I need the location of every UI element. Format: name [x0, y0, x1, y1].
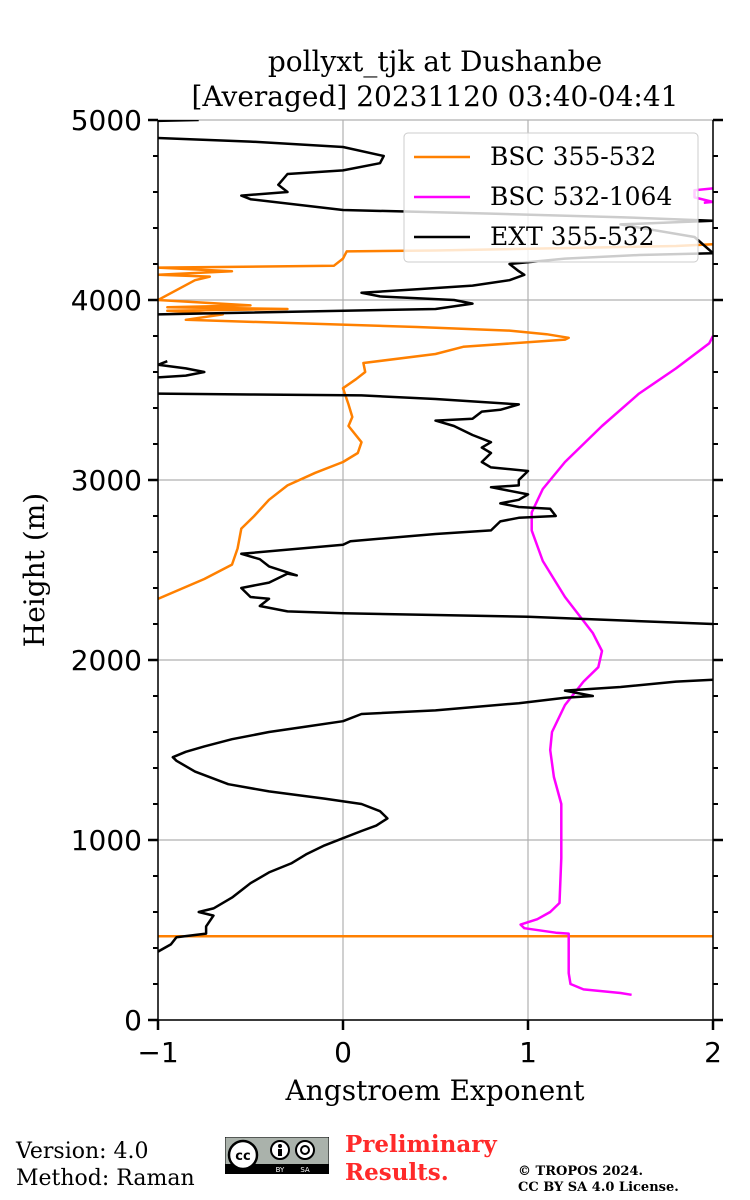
x-axis-label: Angstroem Exponent: [285, 1074, 586, 1107]
copyright-line-2: CC BY SA 4.0 License.: [518, 1180, 679, 1195]
y-tick-label: 5000: [71, 104, 142, 137]
by-text: BY: [276, 1166, 285, 1174]
y-tick-label: 2000: [71, 644, 142, 677]
version-info: Version: 4.0 Method: Raman: [16, 1138, 195, 1192]
legend-frame: [403, 132, 699, 263]
legend-label-bsc-532-1064: BSC 532-1064: [490, 182, 672, 211]
y-tick-label: 1000: [71, 824, 142, 857]
series-bsc-532-1064: [519, 335, 713, 997]
x-tick-label: 0: [334, 1036, 352, 1069]
legend: BSC 355-532 BSC 532-1064 EXT 355-532: [403, 132, 699, 263]
x-tick-label: 1: [519, 1036, 537, 1069]
legend-label-ext-355-532: EXT 355-532: [490, 222, 655, 251]
legend-label-bsc-355-532: BSC 355-532: [490, 142, 656, 171]
series-ext-355-532-mid: [158, 392, 713, 626]
cc-icon-text: cc: [235, 1149, 250, 1164]
x-tick-label: −1: [137, 1036, 178, 1069]
sa-text: SA: [300, 1166, 310, 1174]
y-tick-label: 3000: [71, 464, 142, 497]
series-bsc-355-532: [158, 242, 713, 600]
series-ext-355-532-cap: [158, 120, 199, 123]
chart-title-line-1: pollyxt_tjk at Dushanbe: [268, 45, 602, 78]
series-ext-355-532-upper: [158, 360, 206, 379]
y-tick-label: 0: [124, 1004, 142, 1037]
cc-icon: [227, 1139, 259, 1171]
y-axis-label: Height (m): [18, 493, 51, 647]
method-text: Method: Raman: [16, 1166, 195, 1191]
series-ext-355-532: [158, 678, 713, 953]
chart: pollyxt_tjk at Dushanbe [Averaged] 20231…: [18, 45, 723, 1107]
copyright-notice: © TROPOS 2024. CC BY SA 4.0 License.: [518, 1164, 679, 1196]
preliminary-line-2: Results.: [345, 1159, 449, 1186]
version-text: Version: 4.0: [16, 1139, 149, 1164]
sa-icon: [295, 1140, 315, 1160]
y-tick-label: 4000: [71, 284, 142, 317]
cc-license-badge: cc BY SA: [225, 1137, 329, 1174]
copyright-line-1: © TROPOS 2024.: [518, 1164, 644, 1179]
preliminary-line-1: Preliminary: [345, 1131, 497, 1158]
chart-title-line-2: [Averaged] 20231120 03:40-04:41: [192, 80, 679, 113]
preliminary-results-note: Preliminary Results.: [345, 1131, 497, 1187]
axes: [148, 118, 723, 1030]
x-tick-label: 2: [704, 1036, 722, 1069]
